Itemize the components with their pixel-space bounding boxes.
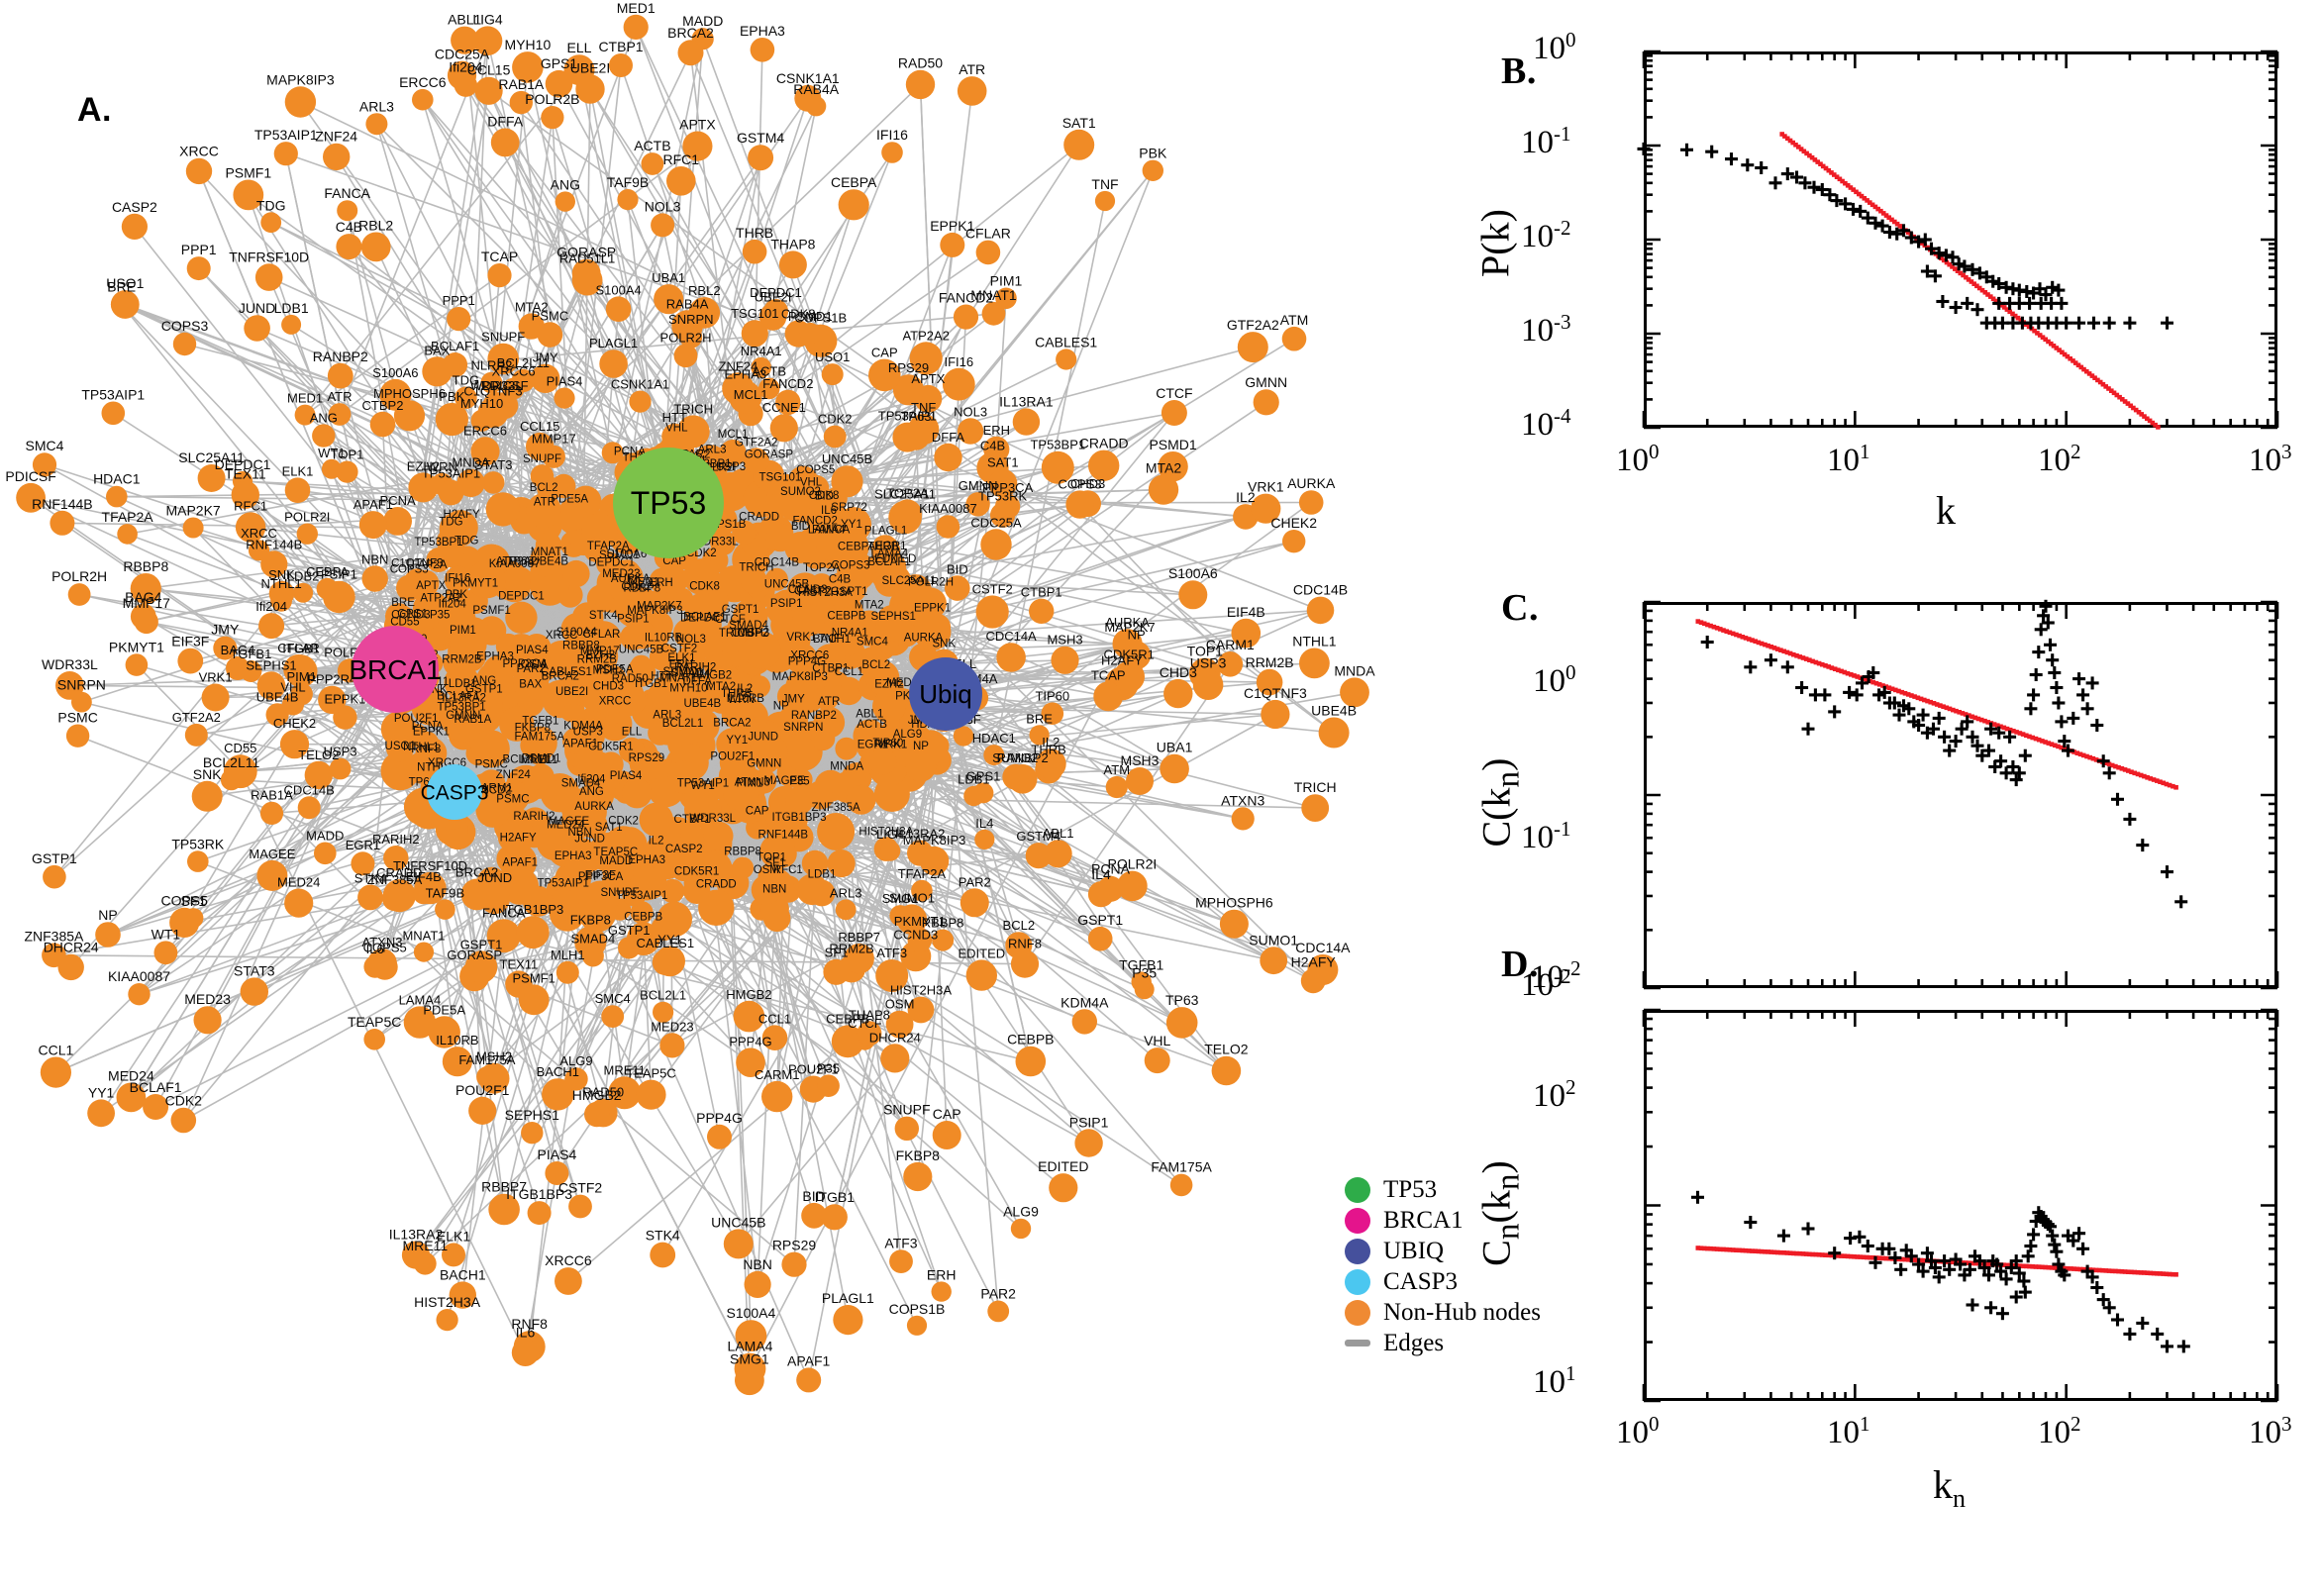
panel-d-xtick-1: 101 [1827,1412,1870,1450]
panel-b-ytick-3: 10-3 [1521,310,1571,349]
panel-a-network: ARL3LDB1IFI16XRCCSMAD4CDK2XRCC6SUMO2VHLC… [5,0,1375,1396]
panel-c-ytick-0: 100 [1533,660,1576,699]
panel-b-xtick-0: 100 [1616,440,1660,478]
panel-b-ytick-1: 10-1 [1521,122,1571,160]
panel-b-ytick-2: 10-2 [1521,216,1571,254]
legend-swatch-brca1 [1345,1207,1370,1234]
panel-b-ylabel: P(k) [1472,209,1518,277]
legend-swatch-casp3 [1345,1268,1370,1295]
panel-d-xtick-2: 102 [2038,1412,2081,1450]
panel-b-ytick-4: 10-4 [1521,404,1571,443]
legend-item-ubiq: UBIQ [1345,1236,1572,1266]
fit-line [1695,619,2178,790]
legend-item-casp3: CASP3 [1345,1266,1572,1297]
hub-node-brca1[interactable]: BRCA1 [349,626,442,713]
panel-c-ylabel: C(kn) [1473,757,1527,848]
panel-c-label: C. [1501,587,1539,629]
network-legend: TP53 BRCA1 UBIQ CASP3 Non-Hub nodes Edge… [1345,1174,1572,1358]
panel-d-ytick-1: 102 [1533,1075,1576,1114]
panel-d-data-layer [1642,1008,2279,1403]
hub-node-tp53[interactable]: TP53 [613,448,724,558]
hub-node-casp3[interactable]: CASP3 [421,764,489,820]
network-graph: ARL3LDB1IFI16XRCCSMAD4CDK2XRCC6SUMO2VHLC… [5,0,1375,1396]
legend-swatch-non-hub [1345,1299,1370,1326]
data-points [1637,142,2173,330]
legend-label-non-hub: Non-Hub nodes [1383,1298,1542,1326]
legend-line-edges [1345,1340,1370,1347]
panel-b-ytick-0: 100 [1533,28,1576,66]
panel-b-xtick-1: 101 [1827,440,1870,478]
panel-b-xtick-3: 103 [2249,440,2292,478]
legend-swatch-ubiq [1345,1238,1370,1264]
data-points [1691,1190,2190,1353]
panel-a-label: A. [77,91,112,129]
legend-item-edges: Edges [1345,1328,1572,1358]
panel-d-axes-frame [1644,1010,2277,1401]
legend-label-tp53: TP53 [1383,1175,1438,1203]
panel-c-chart: 100 10-1 10-2 C(kn) [1474,599,2279,1003]
panel-c-ytick-1: 10-1 [1521,817,1571,855]
hub-node-ubiq[interactable]: Ubiq [909,657,982,731]
panel-d-ytick-0: 10-2 [1531,956,1581,995]
panel-b-label: B. [1501,50,1537,92]
panel-d-xtick-0: 100 [1616,1412,1660,1450]
panel-d-xtick-3: 103 [2249,1412,2292,1450]
panel-d-ytick-2: 101 [1533,1361,1576,1400]
panel-d-chart: 10-2 102 101 100 101 102 103 Cn(kn) kn [1474,956,2292,1513]
panel-d-xlabel: kn [1933,1462,1966,1513]
panel-d-label: D. [1501,944,1539,985]
legend-label-brca1: BRCA1 [1383,1206,1464,1234]
panel-b-data-layer [1637,50,2279,430]
panel-b-chart: 100 10-1 10-2 10-3 10-4 100 101 102 103 … [1473,28,2292,533]
legend-label-ubiq: UBIQ [1383,1237,1445,1264]
legend-item-non-hub: Non-Hub nodes [1345,1297,1572,1328]
panel-d-ylabel: Cn(kn) [1473,1160,1527,1266]
legend-swatch-tp53 [1345,1176,1370,1203]
legend-item-brca1: BRCA1 [1345,1205,1572,1236]
fit-line [1779,132,2161,430]
legend-item-tp53: TP53 [1345,1174,1572,1205]
panel-b-xtick-2: 102 [2038,440,2081,478]
panel-c-data-layer [1642,599,2279,990]
data-points [1700,599,2188,909]
panel-b-xlabel: k [1936,488,1956,533]
panel-c-ytick-2: 10-2 [1521,964,1571,1003]
legend-label-casp3: CASP3 [1383,1267,1459,1295]
legend-label-edges: Edges [1383,1329,1445,1356]
